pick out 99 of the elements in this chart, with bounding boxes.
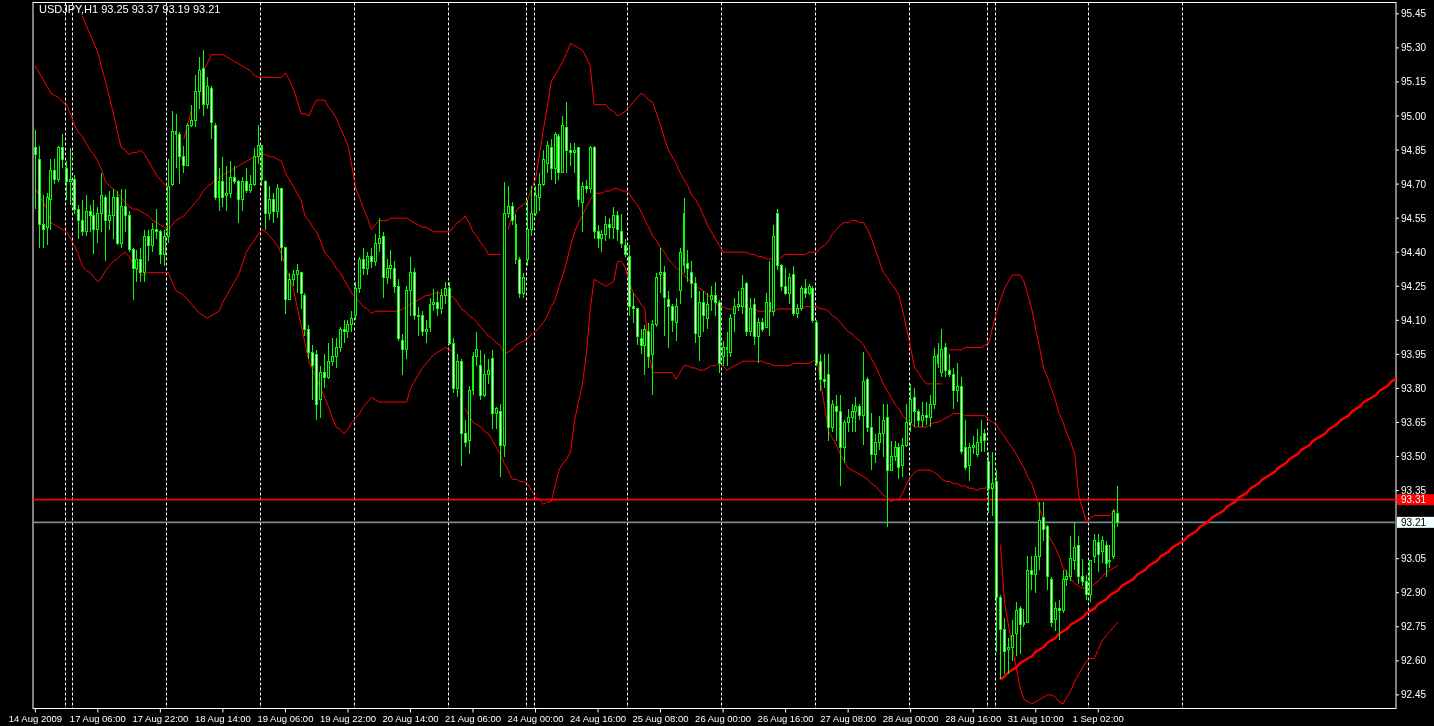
y-tick-label: 93.65 [1401,416,1427,428]
candlestick [268,185,272,221]
candlestick [221,156,225,208]
y-tick-label: 94.40 [1401,246,1427,258]
candlestick [913,387,917,428]
candlestick [549,138,553,181]
y-tick-label: 95.30 [1401,42,1427,54]
candlestick [237,179,241,224]
candlestick [616,210,620,242]
candlestick [69,147,72,206]
y-tick-label: 93.50 [1401,451,1427,463]
x-tick-label: 27 Aug 08:00 [820,712,877,724]
x-tick-label: 26 Aug 00:00 [695,712,752,724]
candlestick [784,267,788,296]
x-tick-label: 24 Aug 00:00 [507,712,564,724]
candlestick [952,367,956,410]
candlestick [1104,540,1108,578]
candlestick [979,419,983,453]
ref-line-label: 93.31 [1401,494,1427,506]
candlestick [854,397,858,433]
ref-line-label: 93.21 [1401,516,1427,528]
candlestick [84,194,88,237]
y-tick-label: 95.15 [1401,76,1427,88]
x-tick-label: 1 Sep 02:00 [1072,712,1124,724]
candlestick [373,233,377,267]
y-tick-label: 92.45 [1401,689,1427,701]
candlestick [709,285,713,312]
candlestick [92,199,96,255]
candlestick [799,285,803,312]
candlestick [80,199,84,237]
candlestick [295,263,299,294]
candlestick [967,442,971,482]
candlestick [1096,533,1100,573]
candlestick [326,342,330,380]
candlestick [1014,601,1018,657]
candlestick [737,290,741,312]
y-tick-label: 93.80 [1401,382,1427,394]
candlestick [643,324,647,376]
candlestick [229,160,233,199]
x-tick-label: 28 Aug 16:00 [945,712,1002,724]
chart-title: USDJPY,H1 93.25 93.37 93.19 93.21 [39,3,221,15]
candlestick [436,290,440,317]
candlestick [705,292,709,330]
y-tick-label: 94.55 [1401,212,1427,224]
candlestick [674,297,678,342]
x-tick-label: 19 Aug 22:00 [319,712,376,724]
x-tick-label: 28 Aug 00:00 [882,712,939,724]
y-tick-label: 94.85 [1401,144,1427,156]
candlestick [225,165,229,212]
x-tick-label: 14 Aug 2009 [8,712,63,724]
candlestick [608,217,612,240]
x-tick-label: 19 Aug 06:00 [257,712,314,724]
y-tick-label: 92.60 [1401,655,1427,667]
x-tick-label: 17 Aug 22:00 [132,712,189,724]
y-tick-label: 93.05 [1401,553,1427,565]
x-tick-label: 25 Aug 08:00 [632,712,689,724]
candlestick [112,188,115,240]
x-tick-label: 21 Aug 06:00 [445,712,502,724]
y-tick-label: 93.35 [1401,485,1427,497]
candlestick [940,328,944,378]
candlestick [1010,619,1014,662]
y-tick-label: 94.25 [1401,280,1427,292]
x-tick-label: 26 Aug 16:00 [757,712,814,724]
y-tick-label: 95.00 [1401,110,1427,122]
candlestick [158,229,162,265]
candlestick [1092,533,1096,564]
candlestick [366,251,369,276]
y-tick-label: 93.95 [1401,348,1427,360]
candlestick [620,213,623,249]
candlestick [897,442,901,480]
candlestick [659,247,663,294]
candlestick [612,206,616,240]
y-tick-label: 94.70 [1401,178,1427,190]
x-tick-label: 31 Aug 10:00 [1007,712,1064,724]
y-tick-label: 92.75 [1401,621,1427,633]
candlestick [151,222,155,253]
candlestick [342,319,346,344]
candlestick [108,190,112,231]
x-tick-label: 18 Aug 14:00 [194,712,251,724]
x-tick-label: 17 Aug 06:00 [69,712,126,724]
x-tick-label: 24 Aug 16:00 [570,712,627,724]
candlestick [440,288,444,314]
y-tick-label: 94.10 [1401,314,1427,326]
candlestick [135,249,139,283]
y-tick-label: 95.45 [1401,8,1427,20]
candlestick [272,192,276,224]
candlestick [670,303,674,333]
candlestick [877,415,881,451]
candlestick [920,401,924,428]
candlestick [483,353,487,398]
candlestick [702,290,706,333]
x-tick-label: 20 Aug 14:00 [382,712,439,724]
candlestick [924,401,928,426]
y-tick-label: 92.90 [1401,587,1427,599]
candlestick [666,290,670,349]
candlestick [1018,605,1022,655]
candlestick [565,101,569,174]
candlestick [240,176,244,212]
candlestick [104,194,108,262]
